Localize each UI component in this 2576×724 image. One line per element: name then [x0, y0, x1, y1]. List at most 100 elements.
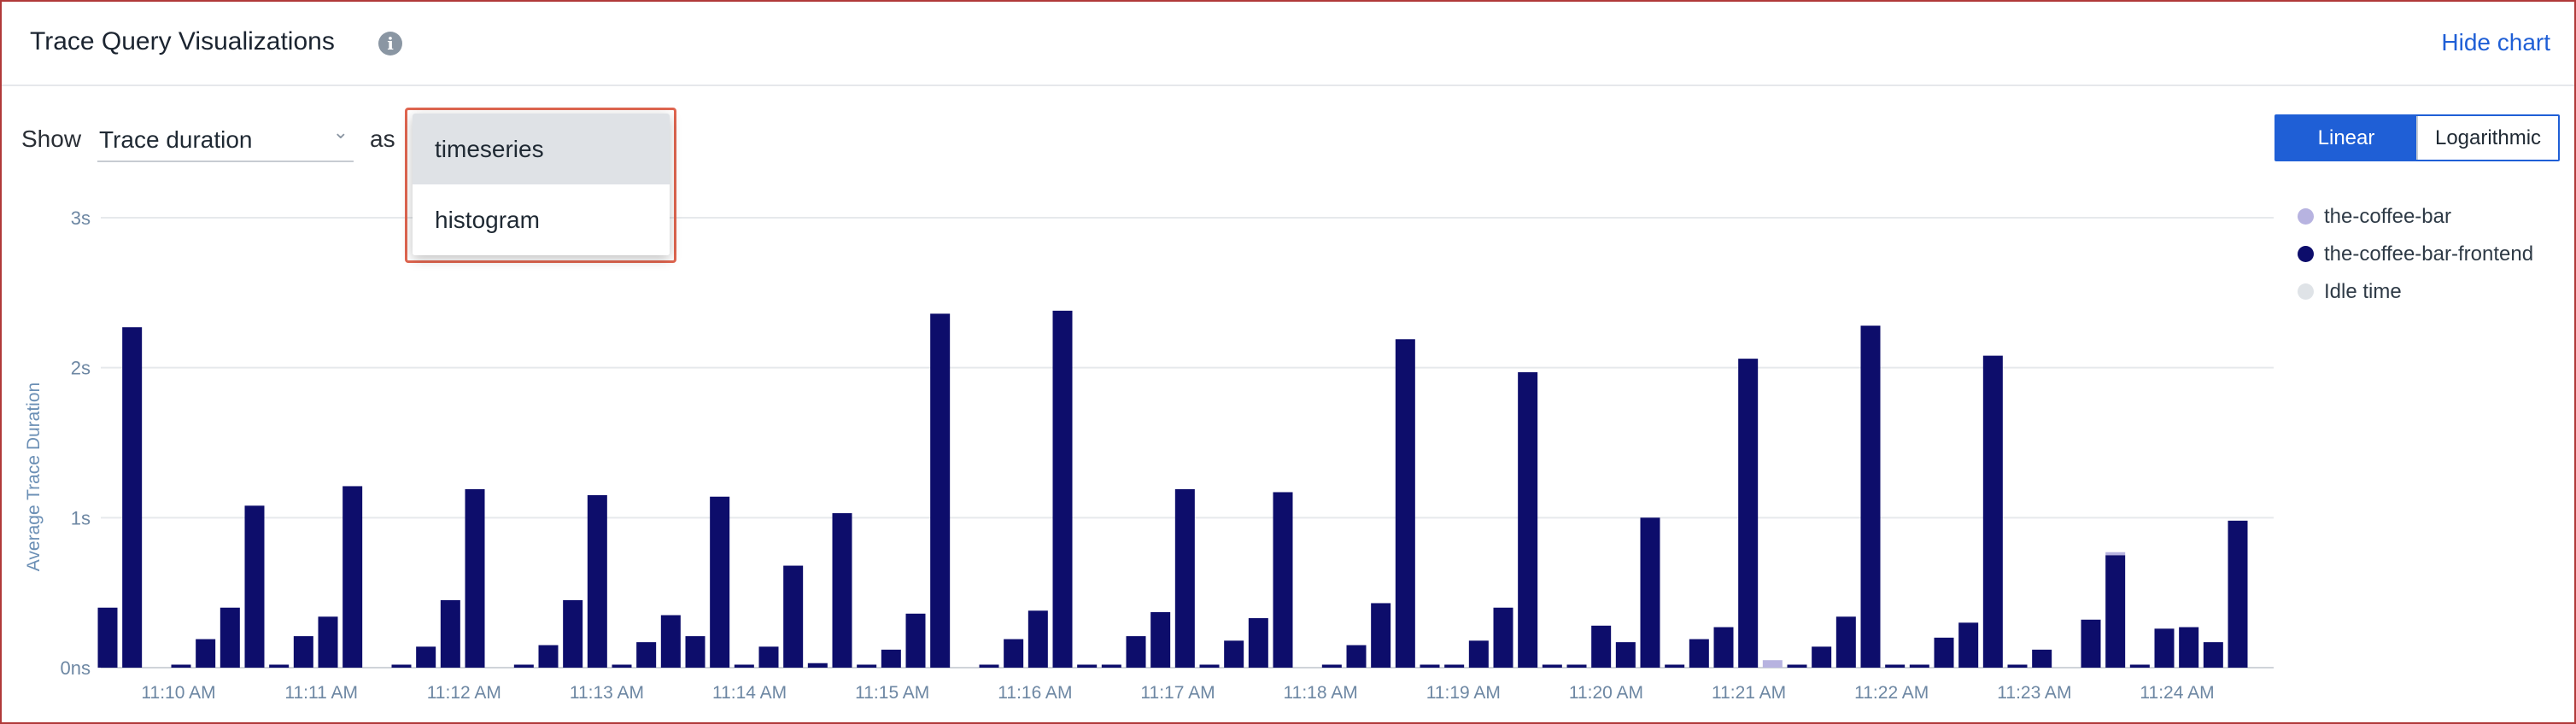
bar-frontend[interactable]: [1027, 610, 1048, 668]
bar-frontend[interactable]: [2007, 664, 2028, 668]
bar-frontend[interactable]: [269, 664, 290, 668]
bar-frontend[interactable]: [2179, 627, 2199, 668]
bar-frontend[interactable]: [1909, 664, 1929, 668]
dropdown-option-timeseries[interactable]: timeseries: [413, 114, 670, 184]
legend-item-idle-time[interactable]: Idle time: [2298, 280, 2402, 304]
x-tick-label: 11:21 AM: [1712, 683, 1786, 703]
bar-frontend[interactable]: [416, 646, 436, 668]
bar-frontend[interactable]: [2032, 649, 2052, 668]
bar-frontend[interactable]: [2203, 642, 2223, 668]
bar-frontend[interactable]: [2081, 619, 2101, 668]
bar-frontend[interactable]: [783, 565, 804, 668]
bar-frontend[interactable]: [563, 599, 583, 668]
bar-frontend[interactable]: [1934, 637, 1954, 668]
dropdown-option-histogram[interactable]: histogram: [413, 184, 670, 255]
bar-frontend[interactable]: [2154, 628, 2175, 668]
bar-frontend[interactable]: [1126, 636, 1146, 668]
bar-frontend[interactable]: [1224, 640, 1244, 668]
bar-frontend[interactable]: [1542, 664, 1562, 668]
bar-frontend[interactable]: [1420, 664, 1440, 668]
bar-frontend[interactable]: [832, 513, 852, 668]
x-tick-label: 11:14 AM: [712, 683, 787, 703]
bar-frontend[interactable]: [1885, 664, 1906, 668]
bar-frontend[interactable]: [440, 599, 460, 668]
bar-frontend[interactable]: [612, 664, 632, 668]
bar-frontend[interactable]: [122, 327, 143, 668]
bar-frontend[interactable]: [685, 636, 705, 668]
legend-item-coffee-bar[interactable]: the-coffee-bar: [2298, 205, 2451, 229]
bar-frontend[interactable]: [2105, 555, 2126, 668]
metric-select[interactable]: Trace duration ⌄: [97, 116, 354, 162]
bar-frontend[interactable]: [196, 639, 216, 668]
bar-frontend[interactable]: [1321, 664, 1342, 668]
bar-coffee-bar[interactable]: [1762, 660, 1783, 668]
bar-frontend[interactable]: [1395, 339, 1415, 668]
bar-frontend[interactable]: [905, 613, 926, 668]
bar-frontend[interactable]: [1787, 664, 1807, 668]
x-tick-label: 11:20 AM: [1569, 683, 1643, 703]
hide-chart-link[interactable]: Hide chart: [2441, 29, 2550, 55]
bar-frontend[interactable]: [1101, 664, 1121, 668]
bar-frontend[interactable]: [1273, 492, 1293, 668]
bar-frontend[interactable]: [2129, 664, 2150, 668]
bar-frontend[interactable]: [293, 636, 313, 668]
bar-frontend[interactable]: [1591, 625, 1612, 668]
bar-frontend[interactable]: [807, 663, 828, 668]
bar-coffee-bar[interactable]: [2105, 552, 2126, 556]
bar-frontend[interactable]: [1812, 646, 1832, 668]
bar-frontend[interactable]: [636, 642, 657, 668]
bar-frontend[interactable]: [391, 664, 412, 668]
x-tick-label: 11:11 AM: [284, 683, 358, 703]
bar-frontend[interactable]: [930, 313, 951, 668]
bar-frontend[interactable]: [1004, 639, 1024, 668]
bar-frontend[interactable]: [1346, 645, 1367, 668]
logarithmic-scale-button[interactable]: Logarithmic: [2416, 116, 2558, 160]
bar-frontend[interactable]: [1835, 616, 1856, 668]
linear-scale-button[interactable]: Linear: [2276, 116, 2416, 160]
bar-frontend[interactable]: [660, 615, 681, 668]
bar-frontend[interactable]: [1077, 664, 1098, 668]
bar-frontend[interactable]: [1640, 517, 1660, 668]
bar-frontend[interactable]: [2228, 520, 2248, 668]
bar-frontend[interactable]: [1982, 355, 2003, 668]
bar-frontend[interactable]: [1493, 607, 1513, 668]
bar-frontend[interactable]: [734, 664, 754, 668]
bar-frontend[interactable]: [857, 664, 877, 668]
dropdown-highlight-outline: [405, 108, 676, 263]
bar-frontend[interactable]: [1689, 639, 1709, 668]
bar-frontend[interactable]: [1860, 325, 1881, 668]
bar-frontend[interactable]: [318, 616, 338, 668]
bar-frontend[interactable]: [1444, 664, 1465, 668]
y-tick-label: 3s: [71, 207, 91, 229]
info-icon[interactable]: i: [378, 32, 402, 55]
bar-frontend[interactable]: [1371, 603, 1391, 668]
bar-frontend[interactable]: [1566, 664, 1587, 668]
bar-frontend[interactable]: [1052, 310, 1073, 668]
bar-frontend[interactable]: [1248, 618, 1268, 668]
bar-frontend[interactable]: [1468, 640, 1489, 668]
bar-frontend[interactable]: [513, 664, 534, 668]
bar-frontend[interactable]: [171, 664, 191, 668]
bar-frontend[interactable]: [758, 646, 779, 668]
bar-frontend[interactable]: [97, 607, 118, 668]
bar-frontend[interactable]: [342, 486, 363, 668]
legend-item-coffee-bar-frontend[interactable]: the-coffee-bar-frontend: [2298, 242, 2533, 266]
bar-frontend[interactable]: [710, 496, 730, 668]
bar-frontend[interactable]: [244, 505, 265, 668]
bar-frontend[interactable]: [538, 645, 559, 668]
bar-frontend[interactable]: [1174, 488, 1195, 668]
bar-frontend[interactable]: [1958, 622, 1979, 668]
x-tick-label: 11:13 AM: [570, 683, 644, 703]
bar-frontend[interactable]: [1615, 642, 1636, 668]
bar-frontend[interactable]: [1665, 664, 1685, 668]
bar-frontend[interactable]: [220, 607, 240, 668]
bar-frontend[interactable]: [587, 494, 607, 668]
bar-frontend[interactable]: [1738, 359, 1759, 668]
bar-frontend[interactable]: [1713, 627, 1734, 668]
bar-frontend[interactable]: [1199, 664, 1220, 668]
bar-frontend[interactable]: [465, 488, 485, 668]
bar-frontend[interactable]: [979, 664, 999, 668]
bar-frontend[interactable]: [1518, 371, 1538, 668]
bar-frontend[interactable]: [1150, 612, 1171, 668]
bar-frontend[interactable]: [881, 649, 901, 668]
